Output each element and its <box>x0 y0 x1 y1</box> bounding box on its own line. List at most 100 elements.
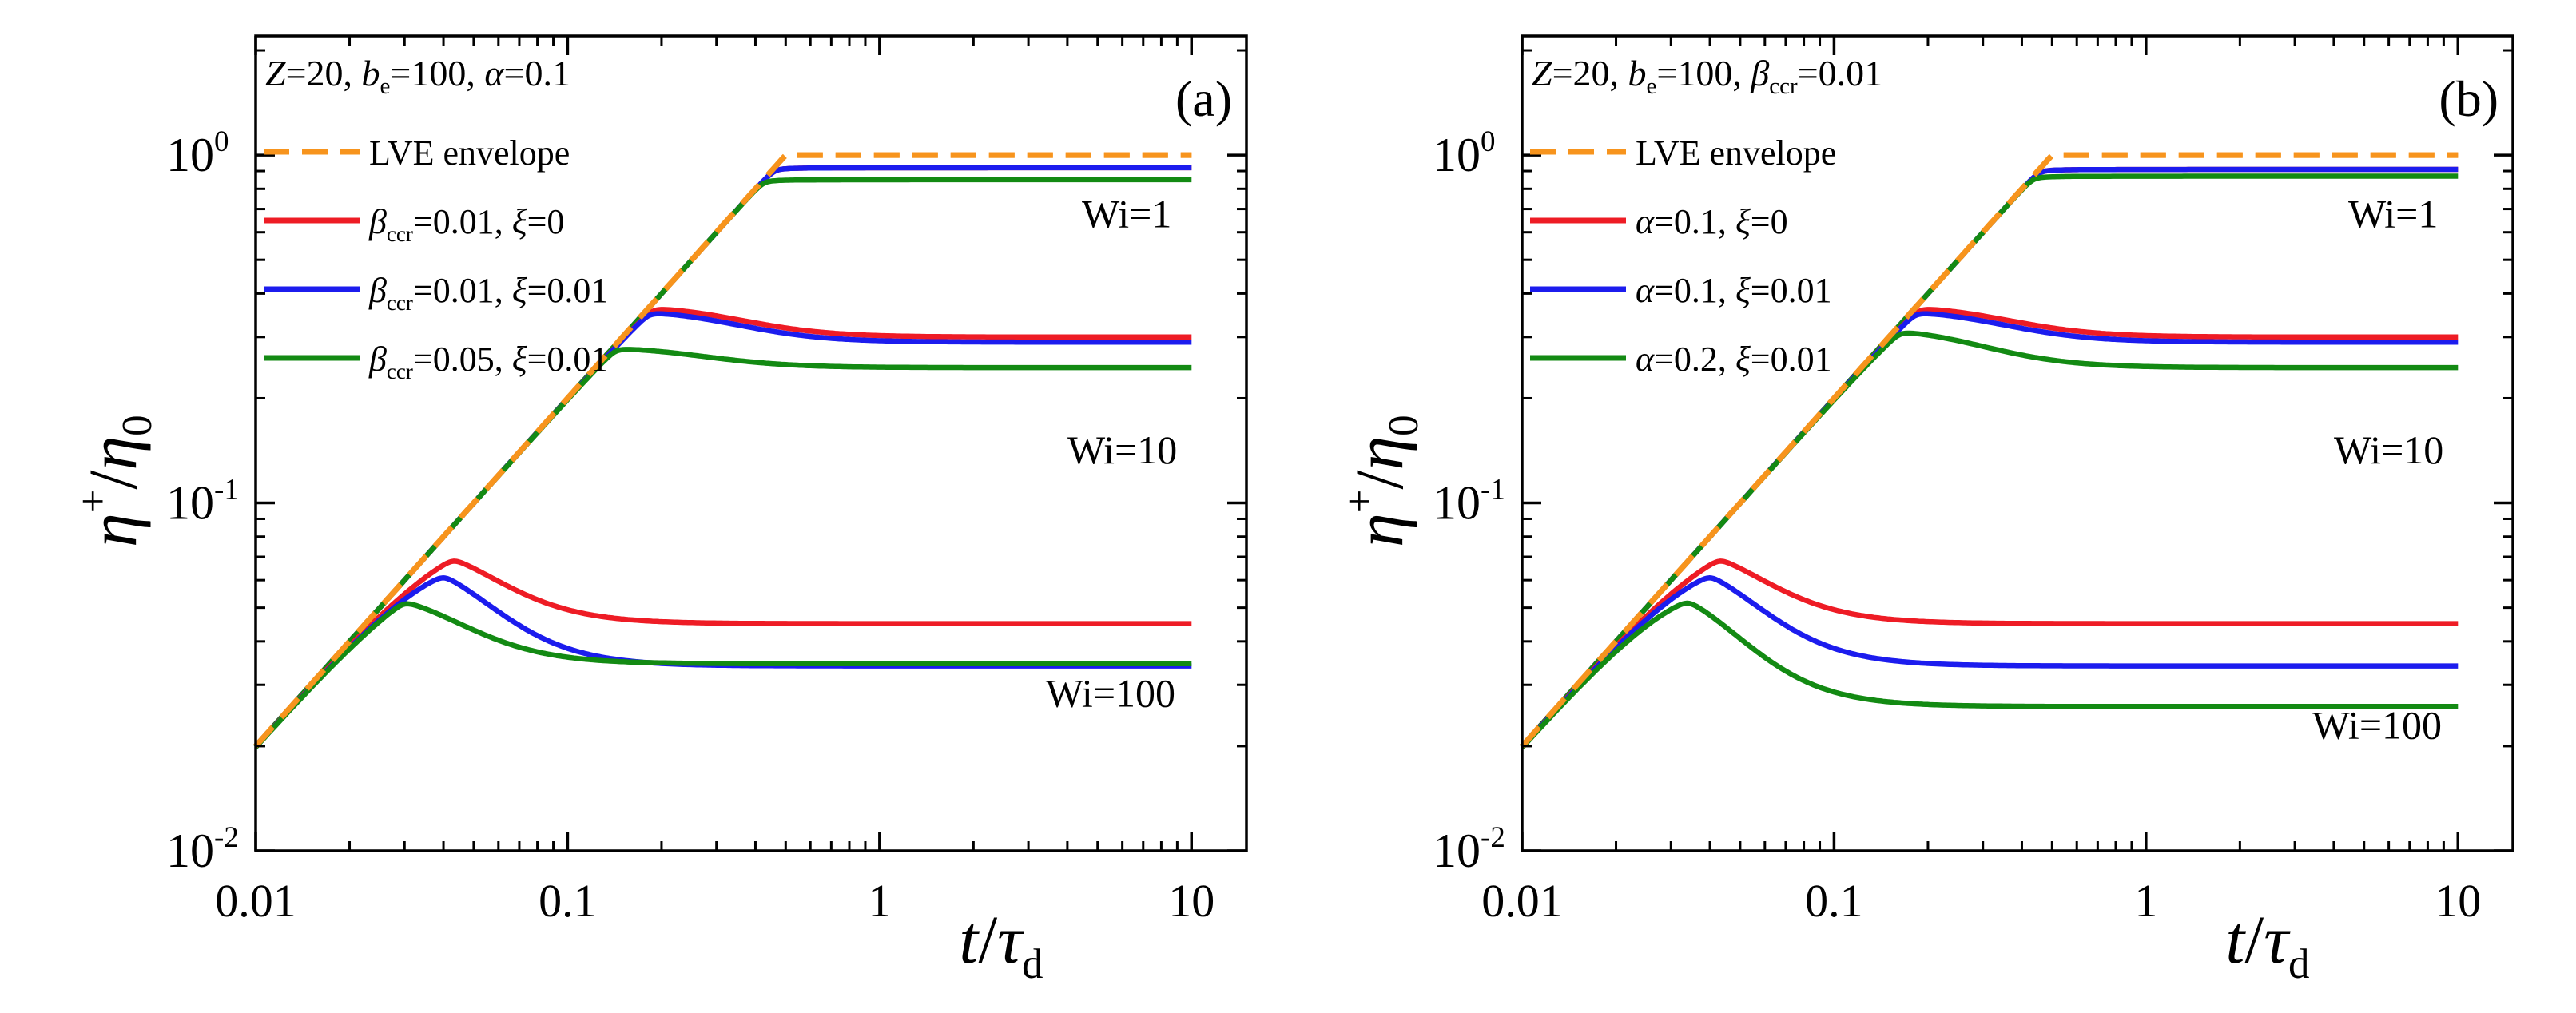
x-tick-label: 1 <box>868 875 891 927</box>
y-axis-label-part: / <box>1341 470 1417 489</box>
x-axis-label-part: / <box>2244 901 2264 978</box>
legend-label: βccr=0.05, ξ=0.01 <box>368 340 608 383</box>
x-axis-label-part: d <box>2288 941 2310 987</box>
series-line <box>1520 330 2459 749</box>
params-label-part: =0.1 <box>504 53 570 93</box>
y-tick-label: 10-2 <box>1433 821 1505 877</box>
legend-label-part: ξ <box>512 202 527 241</box>
y-axis-label-part: + <box>1337 489 1383 513</box>
legend-label-part: LVE envelope <box>369 133 570 173</box>
x-axis-label-part: τ <box>997 901 1024 978</box>
y-tick-label-part: 10 <box>1433 824 1481 877</box>
legend-label-part: =0.01 <box>527 271 609 310</box>
x-axis-label: t/τd <box>2225 901 2309 987</box>
series-line <box>1520 173 2459 749</box>
params-label-part: =100, <box>390 53 484 93</box>
x-axis-label: t/τd <box>959 901 1043 987</box>
y-tick-label-part: 10 <box>166 477 214 530</box>
legend-label-part: α <box>1636 340 1655 379</box>
legend-label-part: ccr <box>387 360 413 383</box>
legend-label-part: ξ <box>512 271 527 310</box>
legend-label-part: =0.01, <box>413 271 512 310</box>
y-axis-label-part: + <box>70 489 117 513</box>
y-tick-label-part: 10 <box>166 824 214 877</box>
y-tick-label-part: 10 <box>166 129 214 181</box>
params-label-part: β <box>1750 53 1769 93</box>
legend-label-part: =0.01 <box>1751 340 1832 379</box>
wi-annotation: Wi=1 <box>2348 192 2438 236</box>
legend-label-part: α <box>1636 202 1655 241</box>
wi-annotation: Wi=10 <box>1067 427 1177 472</box>
x-tick-label: 10 <box>1168 875 1214 927</box>
legend-label-part: ξ <box>1735 271 1751 310</box>
legend-label-part: LVE envelope <box>1636 133 1836 173</box>
legend-label: α=0.2, ξ=0.01 <box>1636 340 1832 379</box>
x-tick-label: 1 <box>2134 875 2157 927</box>
legend-label-part: =0.01, <box>413 202 512 241</box>
x-tick-label: 0.1 <box>539 875 597 927</box>
y-axis-label-part: η <box>1341 436 1417 471</box>
wi-annotation: Wi=1 <box>1082 192 1171 236</box>
series-line <box>1520 600 2459 749</box>
y-axis-label-part: 0 <box>114 415 161 436</box>
x-axis-label-part: t <box>2225 901 2246 978</box>
legend-label-part: =0 <box>1751 202 1788 241</box>
legend-label-part: ccr <box>387 222 413 246</box>
y-tick-label-part: -2 <box>214 821 239 854</box>
y-tick-label-part: -1 <box>1481 474 1505 506</box>
legend-label-part: ξ <box>1735 340 1751 379</box>
params-label-part: ccr <box>1769 73 1798 99</box>
params-label-part: =0.01 <box>1798 53 1882 93</box>
x-axis-label-part: τ <box>2264 901 2291 978</box>
legend-label-part: β <box>368 340 387 379</box>
x-tick-label: 0.01 <box>215 875 296 927</box>
y-axis-label: η+/η0 <box>70 415 161 547</box>
y-tick-label-part: 0 <box>214 125 229 158</box>
params-label: Z=20, be=100, βccr=0.01 <box>1532 53 1882 99</box>
legend-label-part: =0.1, <box>1654 271 1735 310</box>
params-label-part: =100, <box>1656 53 1751 93</box>
wi-annotation: Wi=100 <box>2312 703 2442 748</box>
series-line <box>253 165 1192 749</box>
legend-label-part: ξ <box>1735 202 1751 241</box>
panel-label: (a) <box>1175 70 1232 127</box>
legend-label-part: =0.2, <box>1654 340 1735 379</box>
series-line <box>253 601 1192 749</box>
legend-label-part: =0.1, <box>1654 202 1735 241</box>
y-tick-label-part: 10 <box>1433 129 1481 181</box>
params-label-part: =20, <box>286 53 362 93</box>
params-label-part: α <box>484 53 504 93</box>
y-tick-label: 10-1 <box>1433 474 1505 530</box>
y-tick-label: 10-2 <box>166 821 239 877</box>
y-tick-label: 10-1 <box>166 474 239 530</box>
series-line <box>1520 558 2459 749</box>
params-label-part: Z <box>1532 53 1552 93</box>
series-line <box>1520 166 2459 749</box>
params-label-part: b <box>1628 53 1647 93</box>
params-label-part: e <box>1647 73 1657 99</box>
legend-label-part: =0.01 <box>527 340 609 379</box>
panel-label: (b) <box>2439 70 2498 127</box>
y-tick-label-part: -2 <box>1481 821 1505 854</box>
legend-label-part: β <box>368 271 387 310</box>
legend-label: βccr=0.01, ξ=0.01 <box>368 271 608 315</box>
params-label-part: Z <box>265 53 286 93</box>
x-tick-label: 0.1 <box>1805 875 1863 927</box>
legend-label: α=0.1, ξ=0.01 <box>1636 271 1832 310</box>
y-axis-label-part: / <box>74 470 151 489</box>
legend-label-part: β <box>368 202 387 241</box>
series-line <box>253 165 1192 749</box>
y-tick-label-part: 0 <box>1481 125 1496 158</box>
x-axis-label-part: d <box>1022 941 1044 987</box>
y-tick-label-part: -1 <box>214 474 239 506</box>
y-tick-label: 100 <box>1433 125 1496 181</box>
axes-frame <box>254 34 1248 852</box>
legend-label-part: =0.01 <box>1751 271 1832 310</box>
x-tick-label: 0.01 <box>1481 875 1563 927</box>
legend-label: LVE envelope <box>369 133 570 173</box>
wi-annotation: Wi=100 <box>1046 670 1175 715</box>
y-axis-label-part: η <box>1341 513 1417 547</box>
legend-label: βccr=0.01, ξ=0 <box>368 202 564 246</box>
